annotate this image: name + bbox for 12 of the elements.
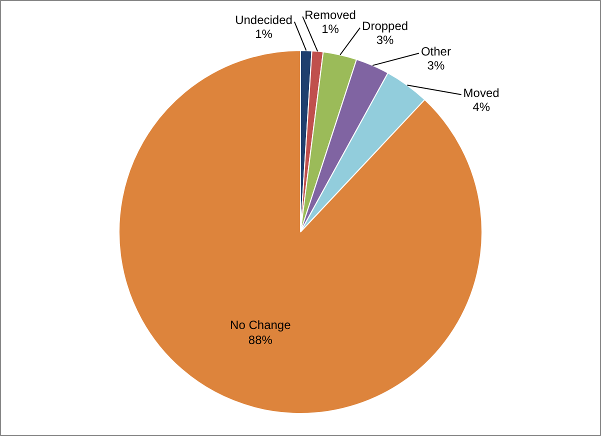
slice-label: No Change: [230, 318, 292, 332]
data-label: 4%: [472, 100, 490, 114]
slice-label: Moved: [463, 86, 500, 100]
data-label: 1%: [322, 22, 340, 36]
slice-label: Dropped: [362, 19, 408, 34]
data-label: 3%: [376, 33, 394, 48]
data-label: 3%: [427, 58, 445, 73]
slice-label: Removed: [304, 8, 356, 22]
data-label: 1%: [255, 27, 273, 42]
slice-label: Undecided: [235, 13, 292, 28]
slice-label: Other: [420, 44, 451, 59]
data-label: 88%: [248, 333, 273, 348]
